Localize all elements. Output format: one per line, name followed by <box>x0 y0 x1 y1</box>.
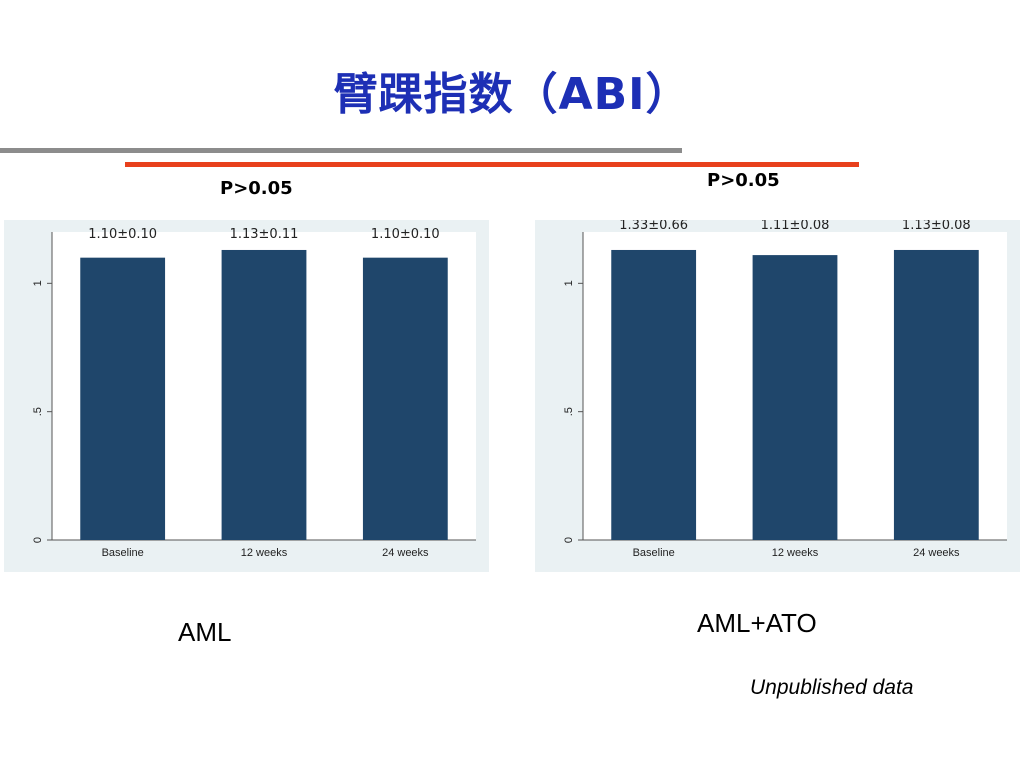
bar-12-weeks <box>752 255 838 540</box>
chart-panel-aml-ato: 0 .5 1 1.33±0.66 Baseline 1.11±0.08 12 weeks 1.… <box>535 220 1020 572</box>
x-tick-label: Baseline <box>633 547 675 559</box>
bar-12-weeks <box>221 249 307 540</box>
p-value-aml: P>0.05 <box>220 178 293 199</box>
data-label: 1.11±0.08 <box>761 220 830 233</box>
x-tick-label: 12 weeks <box>241 547 288 559</box>
slide-title: 臂踝指数（ABI） <box>333 69 691 120</box>
group-label-aml-ato: AML+ATO <box>697 608 817 638</box>
y-tick-label: 1 <box>563 280 575 286</box>
y-tick-label: 0 <box>563 537 575 543</box>
x-tick-label: 12 weeks <box>772 547 819 559</box>
data-label: 1.13±0.11 <box>230 227 299 242</box>
x-tick-label: 24 weeks <box>382 547 429 559</box>
y-tick-label: 1 <box>32 280 44 286</box>
p-value-aml-ato: P>0.05 <box>707 170 780 191</box>
bar-baseline <box>611 249 697 540</box>
data-label: 1.10±0.10 <box>88 227 157 242</box>
group-label-aml: AML <box>178 617 232 647</box>
red-divider <box>125 162 859 167</box>
x-tick-label: Baseline <box>102 547 144 559</box>
bar-chart-aml: 0 .5 1 1.10±0.10 Baseline 1.13±0.11 12 weeks 1.… <box>32 227 476 559</box>
data-label: 1.10±0.10 <box>371 227 440 242</box>
unpublished-note: Unpublished data <box>750 676 914 699</box>
bar-24-weeks <box>362 257 448 540</box>
data-label: 1.13±0.08 <box>902 220 971 233</box>
data-label: 1.33±0.66 <box>619 220 688 233</box>
gray-divider <box>0 148 682 153</box>
bar-baseline <box>80 257 166 540</box>
bar-24-weeks <box>893 249 979 540</box>
y-tick-label: .5 <box>563 407 575 416</box>
y-tick-label: .5 <box>32 407 44 416</box>
y-tick-label: 0 <box>32 537 44 543</box>
bar-chart-aml-ato: 0 .5 1 1.33±0.66 Baseline 1.11±0.08 12 weeks 1.… <box>563 220 1007 559</box>
chart-panel-aml: 0 .5 1 1.10±0.10 Baseline 1.13±0.11 12 weeks 1.… <box>4 220 489 572</box>
x-tick-label: 24 weeks <box>913 547 960 559</box>
